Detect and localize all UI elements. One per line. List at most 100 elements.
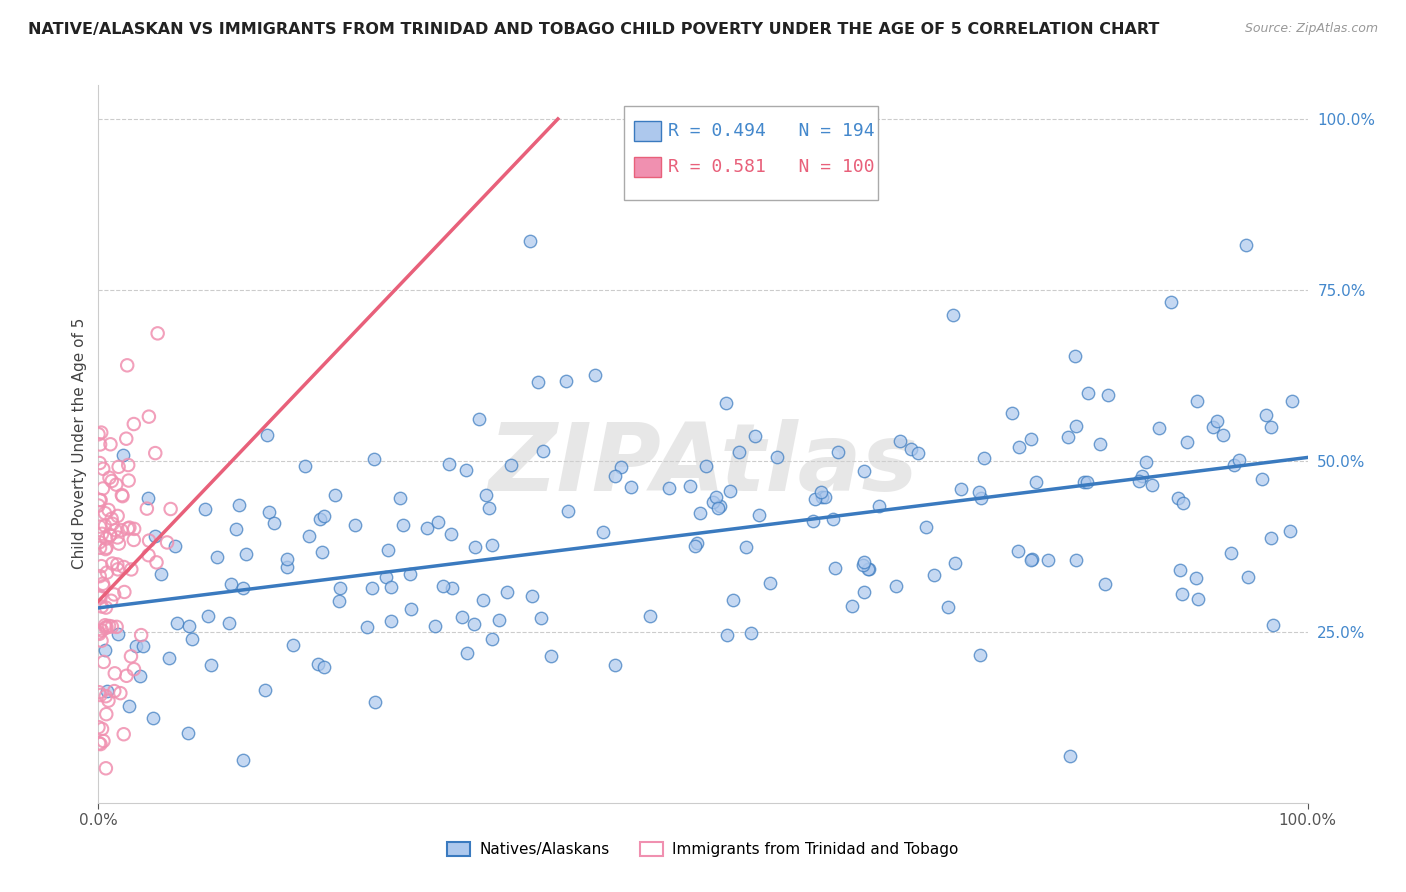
Point: [689, 507, 711, 521]
Point: [943, 557, 966, 571]
Point: [658, 481, 681, 495]
Point: [94, 600, 117, 615]
Point: [118, 474, 141, 488]
Point: [1076, 385, 1098, 400]
Point: [101, 557, 124, 571]
Point: [853, 464, 876, 478]
Point: [456, 646, 478, 660]
Point: [1130, 469, 1153, 483]
Legend: Natives/Alaskans, Immigrants from Trinidad and Tobago: Natives/Alaskans, Immigrants from Trinid…: [441, 836, 965, 863]
Point: [89, 627, 111, 641]
Point: [744, 429, 766, 443]
Text: R = 0.494   N = 194: R = 0.494 N = 194: [668, 121, 875, 140]
Point: [101, 516, 124, 531]
Point: [1254, 408, 1277, 422]
Point: [841, 599, 863, 613]
Point: [105, 477, 128, 491]
Point: [740, 625, 762, 640]
Point: [1187, 591, 1209, 606]
Point: [727, 444, 749, 458]
Point: [115, 432, 138, 446]
Point: [104, 666, 127, 681]
Point: [89, 456, 111, 470]
Point: [98, 528, 121, 542]
Point: [721, 592, 744, 607]
Point: [145, 555, 167, 569]
Point: [97, 693, 120, 707]
Point: [180, 632, 202, 647]
Point: [380, 614, 402, 628]
Point: [90, 624, 112, 638]
Point: [94, 761, 117, 775]
Point: [98, 528, 121, 542]
Point: [900, 442, 922, 456]
Point: [108, 536, 131, 550]
Point: [603, 657, 626, 672]
Point: [100, 437, 122, 451]
Point: [112, 448, 135, 462]
Point: [257, 505, 280, 519]
Point: [87, 625, 110, 640]
Point: [361, 581, 384, 595]
Point: [499, 458, 522, 472]
Point: [392, 518, 415, 533]
Point: [949, 482, 972, 496]
Point: [149, 567, 172, 582]
Point: [868, 500, 890, 514]
Point: [938, 600, 960, 615]
Point: [1025, 475, 1047, 489]
Point: [1097, 388, 1119, 402]
Point: [118, 521, 141, 535]
Point: [225, 522, 247, 536]
Point: [1160, 294, 1182, 309]
Point: [111, 488, 134, 502]
Point: [93, 579, 115, 593]
Point: [1073, 475, 1095, 489]
Point: [129, 668, 152, 682]
Point: [125, 639, 148, 653]
Text: Source: ZipAtlas.com: Source: ZipAtlas.com: [1244, 22, 1378, 36]
Point: [309, 512, 332, 526]
Point: [111, 489, 134, 503]
Point: [107, 459, 129, 474]
Point: [425, 619, 447, 633]
Point: [853, 585, 876, 599]
Point: [415, 521, 437, 535]
Point: [146, 326, 169, 341]
Point: [89, 591, 111, 605]
Point: [704, 490, 727, 504]
Point: [90, 599, 112, 614]
Point: [87, 499, 110, 513]
Point: [922, 567, 945, 582]
Point: [1175, 434, 1198, 449]
Text: NATIVE/ALASKAN VS IMMIGRANTS FROM TRINIDAD AND TOBAGO CHILD POVERTY UNDER THE AG: NATIVE/ALASKAN VS IMMIGRANTS FROM TRINID…: [28, 22, 1160, 37]
Point: [852, 555, 875, 569]
Point: [96, 707, 118, 722]
Point: [136, 491, 159, 505]
Point: [374, 570, 396, 584]
Point: [143, 529, 166, 543]
Point: [311, 545, 333, 559]
Point: [221, 577, 243, 591]
Point: [91, 722, 114, 736]
Point: [200, 658, 222, 673]
Point: [1202, 419, 1225, 434]
Point: [94, 643, 117, 657]
Point: [821, 512, 844, 526]
Point: [100, 474, 122, 488]
Point: [439, 526, 461, 541]
Point: [714, 396, 737, 410]
Point: [1185, 393, 1208, 408]
Point: [1076, 475, 1098, 490]
Point: [91, 462, 114, 476]
Point: [1036, 553, 1059, 567]
Point: [1094, 577, 1116, 591]
Point: [520, 589, 543, 603]
Point: [427, 515, 450, 529]
Point: [810, 485, 832, 500]
Point: [96, 541, 118, 555]
Point: [138, 409, 160, 424]
Point: [709, 499, 731, 513]
Point: [157, 651, 180, 665]
Point: [122, 533, 145, 547]
